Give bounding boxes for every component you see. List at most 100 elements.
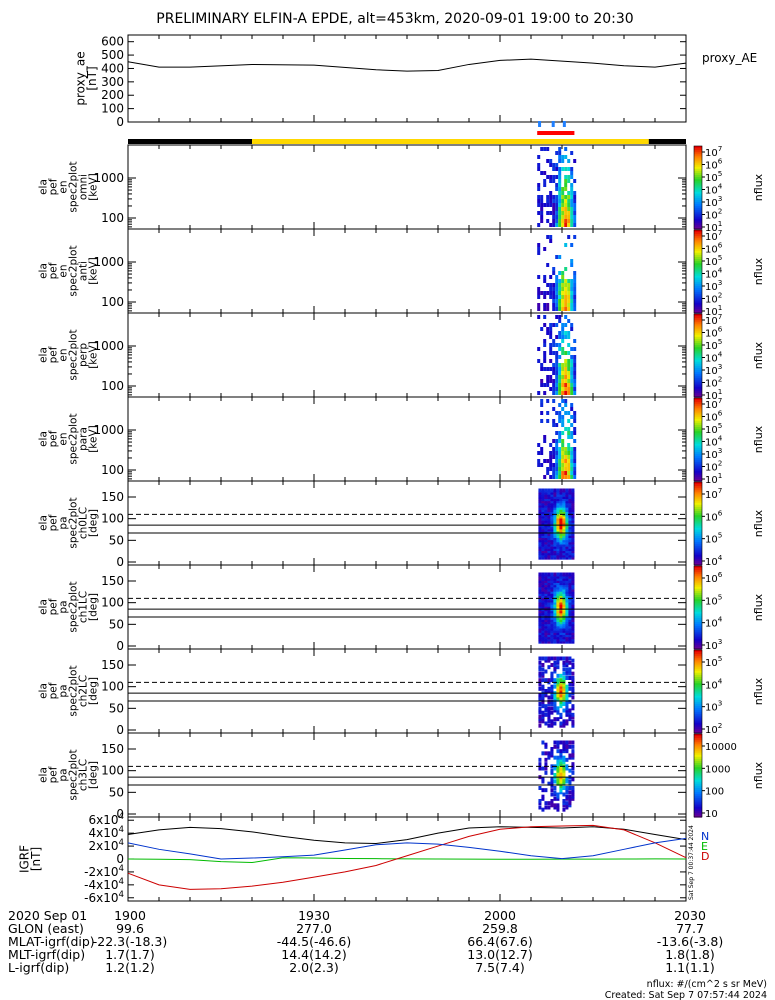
ela_pef_en_spec2plot_anti-cell: [570, 263, 574, 267]
ela_pef_en_spec2plot_para-colorbar-band: [694, 429, 702, 432]
ela_pef_pa_spec2plot_ch0LC-cell: [571, 499, 575, 504]
ela_pef_en_spec2plot_para-colorbar-band: [694, 478, 702, 482]
ela_pef_en_spec2plot_anti-cell: [573, 291, 577, 295]
ela_pef_pa_spec2plot_ch3LC-cell: [571, 788, 575, 793]
ela_pef_pa_spec2plot_ch0LC-ytick-label: 50: [109, 533, 124, 547]
ela_pef_pa_spec2plot_ch0LC-cell: [568, 544, 572, 549]
ela_pef_en_spec2plot_para-cell: [555, 423, 559, 427]
ela_pef_pa_spec2plot_ch1LC-cell: [571, 631, 575, 635]
ela_pef_pa_spec2plot_ch0LC-cell: [565, 547, 569, 551]
ela_pef_pa_spec2plot_ch3LC-cell: [568, 794, 572, 799]
ela_pef_pa_spec2plot_ch3LC-colorbar-band: [694, 760, 702, 764]
ela_pef_pa_spec2plot_ch2LC-cell: [568, 710, 572, 715]
ela_pef_en_spec2plot_para-cell: [558, 419, 562, 423]
ela_pef_en_spec2plot_anti-colorbar-band: [694, 275, 702, 279]
ela_pef_pa_spec2plot_ch0LC-cell: [544, 529, 548, 534]
ela_pef_pa_spec2plot_ch1LC-cell: [565, 572, 569, 577]
ela_pef_pa_spec2plot_ch0LC-cell: [547, 505, 551, 510]
ela_pef_en_spec2plot_para-cell: [558, 451, 562, 455]
proxy-ae-ytick-label: 600: [101, 35, 124, 49]
ela_pef_pa_spec2plot_ch0LC-cell: [550, 518, 554, 523]
ela_pef_en_spec2plot_para-colorbar-band: [694, 431, 702, 434]
ela_pef_en_spec2plot_para-ylabel-line: en: [58, 432, 70, 445]
ela_pef_en_spec2plot_omni-cell: [558, 195, 562, 199]
ela_pef_en_spec2plot_perp-cell: [561, 331, 565, 335]
ela_pef_pa_spec2plot_ch1LC-cell: [544, 633, 548, 638]
ela_pef_pa_spec2plot_ch1LC-cell: [541, 626, 545, 631]
ela_pef_pa_spec2plot_ch0LC-cell: [538, 534, 542, 538]
ela_pef_pa_spec2plot_ch0LC-cell: [559, 547, 563, 551]
ela_pef_pa_spec2plot_ch3LC-cell: [562, 744, 566, 749]
ela_pef_pa_spec2plot_ch2LC-cell: [544, 658, 548, 663]
ela_pef_en_spec2plot_omni-cell: [570, 167, 574, 171]
ela_pef_en_spec2plot_anti-cell: [567, 287, 571, 291]
ela_pef_pa_spec2plot_ch1LC-cell: [571, 572, 575, 577]
ela_pef_pa_spec2plot_ch0LC-cell: [553, 527, 557, 532]
ela_pef_pa_spec2plot_ch3LC-colorbar-band: [694, 810, 702, 814]
ela_pef_pa_spec2plot_ch1LC-cell: [553, 618, 557, 622]
ela_pef_pa_spec2plot_ch0LC-cell: [538, 490, 542, 495]
ela_pef_en_spec2plot_omni-cell: [570, 203, 574, 207]
ela_pef_pa_spec2plot_ch0LC-cell: [568, 518, 572, 523]
ela_pef_pa_spec2plot_ch0LC-cell: [538, 501, 542, 506]
ela_pef_pa_spec2plot_ch0LC-ylabel-line: ela: [38, 515, 50, 531]
ela_pef_pa_spec2plot_ch0LC-colorbar-band: [694, 511, 702, 514]
ela_pef_en_spec2plot_omni-cell: [561, 199, 565, 203]
ela_pef_pa_spec2plot_ch2LC-cell: [571, 706, 575, 711]
ela_pef_pa_spec2plot_ch2LC-cell: [556, 695, 560, 700]
ela_pef_pa_spec2plot_ch1LC-cell: [550, 581, 554, 586]
ela_pef_pa_spec2plot_ch1LC-cell: [565, 622, 569, 627]
ela_pef_pa_spec2plot_ch1LC-cell: [553, 600, 557, 605]
ela_pef_pa_spec2plot_ch1LC-cell: [565, 587, 569, 592]
ela_pef_pa_spec2plot_ch2LC-cell: [544, 704, 548, 709]
ela_pef_en_spec2plot_omni-cell: [537, 203, 541, 207]
ela_pef_pa_spec2plot_ch0LC-cell: [556, 529, 560, 534]
ela_pef_pa_spec2plot_ch0LC-cell: [544, 534, 548, 538]
ela_pef_pa_spec2plot_ch1LC-cell: [553, 628, 557, 633]
ela_pef_en_spec2plot_perp-cell: [567, 375, 571, 379]
ela_pef_en_spec2plot_perp-cell: [549, 343, 553, 347]
ela_pef_pa_spec2plot_ch0LC-cell: [547, 497, 551, 502]
ela_pef_pa_spec2plot_ch0LC-cell: [571, 490, 575, 495]
ela_pef_pa_spec2plot_ch0LC-cell: [556, 501, 560, 506]
ela_pef_pa_spec2plot_ch0LC-cell: [556, 488, 560, 493]
ela_pef_en_spec2plot_perp-colorbar-tick-label: 107: [705, 312, 722, 327]
ela_pef_pa_spec2plot_ch0LC-cell: [562, 547, 566, 551]
ela_pef_en_spec2plot_omni-cell: [558, 159, 562, 163]
ela_pef_pa_spec2plot_ch2LC-cell: [547, 665, 551, 670]
ela_pef_pa_spec2plot_ch1LC-cell: [562, 626, 566, 631]
ela_pef_pa_spec2plot_ch0LC-cell: [538, 529, 542, 534]
ela_pef_pa_spec2plot_ch2LC-cell: [559, 673, 563, 678]
ela_pef_en_spec2plot_perp-colorbar-band: [694, 370, 702, 373]
ela_pef_pa_spec2plot_ch3LC-cell: [571, 751, 575, 756]
ela_pef_pa_spec2plot_ch1LC-colorbar-tick-label: 104: [705, 615, 723, 630]
ela_pef_en_spec2plot_anti-heatmap: [537, 235, 577, 311]
ela_pef_pa_spec2plot_ch2LC-cell: [538, 710, 542, 715]
ela_pef_pa_spec2plot_ch2LC-cell: [544, 689, 548, 693]
ela_pef_en_spec2plot_omni-cell: [546, 195, 550, 199]
ela_pef_en_spec2plot_perp-colorbar-band: [694, 334, 702, 338]
ela_pef_pa_spec2plot_ch1LC-colorbar-band: [694, 636, 702, 640]
ela_pef_pa_spec2plot_ch0LC-cell: [565, 503, 569, 508]
ela_pef_pa_spec2plot_ch1LC-cell: [571, 622, 575, 627]
ela_pef_pa_spec2plot_ch1LC-cell: [556, 572, 560, 577]
ela_pef_pa_spec2plot_ch2LC-cell: [571, 678, 575, 683]
ela_pef_en_spec2plot_anti-colorbar-band: [694, 261, 702, 264]
ela_pef_en_spec2plot_anti-cell: [573, 279, 577, 283]
ela_pef_pa_spec2plot_ch1LC-cell: [550, 592, 554, 596]
ela_pef_en_spec2plot_para-colorbar-band: [694, 420, 702, 424]
ela_pef_pa_spec2plot_ch2LC-cell: [568, 682, 572, 687]
ela_pef_pa_spec2plot_ch1LC-cell: [547, 594, 551, 599]
ela_pef_pa_spec2plot_ch2LC-cell: [565, 671, 569, 676]
ela_pef_pa_spec2plot_ch3LC-cell: [547, 751, 551, 756]
ela_pef_pa_spec2plot_ch3LC-cell: [562, 757, 566, 762]
ela_pef_en_spec2plot_omni-cell: [567, 215, 571, 219]
ela_pef_pa_spec2plot_ch2LC-colorbar-band: [694, 681, 702, 684]
ela_pef_pa_spec2plot_ch1LC-cell: [571, 598, 575, 603]
ela_pef_pa_spec2plot_ch2LC-cell: [544, 678, 548, 683]
ela_pef_pa_spec2plot_ch0LC-colorbar-band: [694, 492, 702, 496]
ela_pef_pa_spec2plot_ch2LC-cell: [547, 717, 551, 722]
